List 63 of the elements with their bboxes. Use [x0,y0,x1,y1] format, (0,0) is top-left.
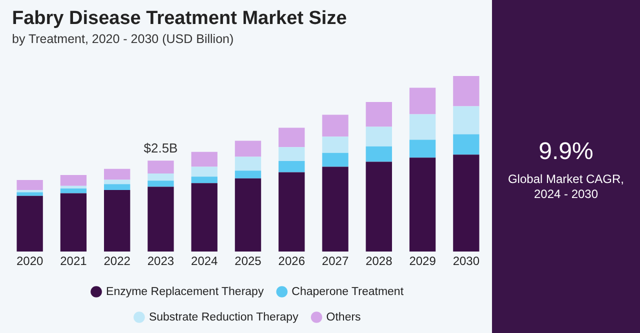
bar [409,114,436,140]
bar [148,173,174,181]
bar [104,184,130,190]
bar [191,183,218,252]
bar [16,180,43,190]
x-tick-label: 2025 [234,254,262,268]
x-tick-label: 2021 [60,254,88,268]
bar [366,162,392,252]
bar [104,190,130,252]
bar [278,147,305,161]
bar [234,178,262,252]
x-tick-label: 2024 [191,254,218,268]
bar [60,188,87,194]
chart-subtitle: by Treatment, 2020 - 2030 (USD Billion) [12,32,234,46]
legend-label: Enzyme Replacement Therapy [106,286,264,298]
bar [278,128,305,148]
bar [148,186,174,252]
bar [104,180,130,184]
bar [191,166,218,177]
bar [148,180,174,187]
bar [409,158,436,252]
bar [278,160,305,172]
x-tick-label: 2020 [16,254,44,268]
bar [322,136,348,153]
x-tick-label: 2026 [278,254,306,268]
x-tick-label: 2030 [452,254,480,268]
bar [366,146,392,162]
x-tick-label: 2023 [147,254,174,268]
x-tick-label: 2028 [366,254,393,268]
bar [409,88,436,114]
bar [191,152,218,167]
bar [104,168,130,180]
bar [60,175,87,186]
bar [409,140,436,158]
bar [322,114,348,137]
bar [366,102,392,127]
bar [366,126,392,146]
bar [148,160,174,174]
bar [234,170,262,178]
bar [453,76,480,106]
bar [322,166,348,252]
bar [453,106,480,134]
text: 9.9% [538,138,594,166]
bar [453,154,480,252]
chart-title: Fabry Disease Treatment Market Size [12,8,347,30]
annotation: $2.5B [144,140,178,156]
text: Global Market CAGR, 2024 - 2030 [506,172,626,202]
legend-label: Others [326,311,362,324]
bar [16,192,43,196]
x-tick-label: 2027 [322,254,349,268]
bar [60,186,87,189]
bar [60,193,87,252]
bar [234,156,262,171]
bar [322,152,348,167]
bar [191,176,218,184]
bar [16,196,43,252]
bar [453,134,480,155]
bar [278,172,305,252]
x-tick-label: 2029 [409,254,436,268]
bar [234,140,262,157]
x-tick-label: 2022 [104,254,131,268]
legend-label: Substrate Reduction Therapy [148,311,299,324]
legend-label: Chaperone Treatment [292,286,404,298]
